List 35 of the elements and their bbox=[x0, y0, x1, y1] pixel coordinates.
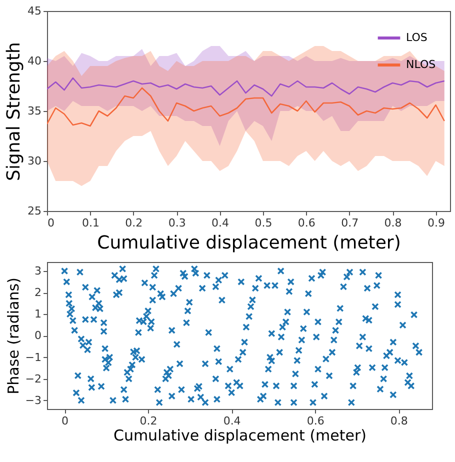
y-axis-title: Signal Strength bbox=[4, 42, 25, 181]
x-tick-label: 0.8 bbox=[384, 216, 402, 230]
x-tick-label: 0.5 bbox=[254, 216, 272, 230]
x-tick-label: 0.4 bbox=[223, 414, 241, 428]
line-series bbox=[47, 77, 446, 97]
x-tick-label: 0.4 bbox=[212, 216, 230, 230]
x-tick-label: 0.3 bbox=[168, 216, 186, 230]
y-tick-label: 30 bbox=[28, 154, 42, 168]
x-tick-label: 0.6 bbox=[306, 414, 324, 428]
x-tick-label: 0.2 bbox=[125, 216, 143, 230]
x-tick-label: 0.9 bbox=[427, 216, 445, 230]
y-tick-label: −2 bbox=[25, 372, 42, 386]
y-tick-label: 25 bbox=[28, 204, 42, 218]
y-tick-label: 0 bbox=[34, 329, 42, 342]
x-tick-label: 0.6 bbox=[298, 216, 316, 230]
y-tick-label: 3 bbox=[34, 264, 42, 278]
y-tick-label: 45 bbox=[28, 4, 42, 18]
line-series bbox=[47, 87, 446, 127]
x-tick-label: 0 bbox=[48, 216, 54, 230]
legend-label: NLOS bbox=[406, 58, 436, 71]
x-tick-label: 0.8 bbox=[390, 414, 408, 428]
y-tick-label: −1 bbox=[25, 350, 42, 364]
y-tick-label: 1 bbox=[34, 308, 42, 321]
y-tick-label: 35 bbox=[28, 104, 42, 118]
y-tick-label: 2 bbox=[34, 286, 42, 300]
y-axis-title: Phase (radians) bbox=[4, 278, 22, 394]
x-tick-label: 0.2 bbox=[140, 414, 158, 428]
x-tick-label: 0.1 bbox=[82, 216, 100, 230]
x-tick-label: 0 bbox=[62, 414, 69, 428]
x-axis-title: Cumulative displacement (meter) bbox=[97, 232, 401, 254]
y-tick-label: −3 bbox=[25, 394, 42, 407]
x-axis-title: Cumulative displacement (meter) bbox=[113, 426, 367, 444]
x-tick-label: 0.7 bbox=[341, 216, 359, 230]
legend-label: LOS bbox=[406, 31, 428, 44]
y-tick-label: 40 bbox=[28, 54, 42, 68]
